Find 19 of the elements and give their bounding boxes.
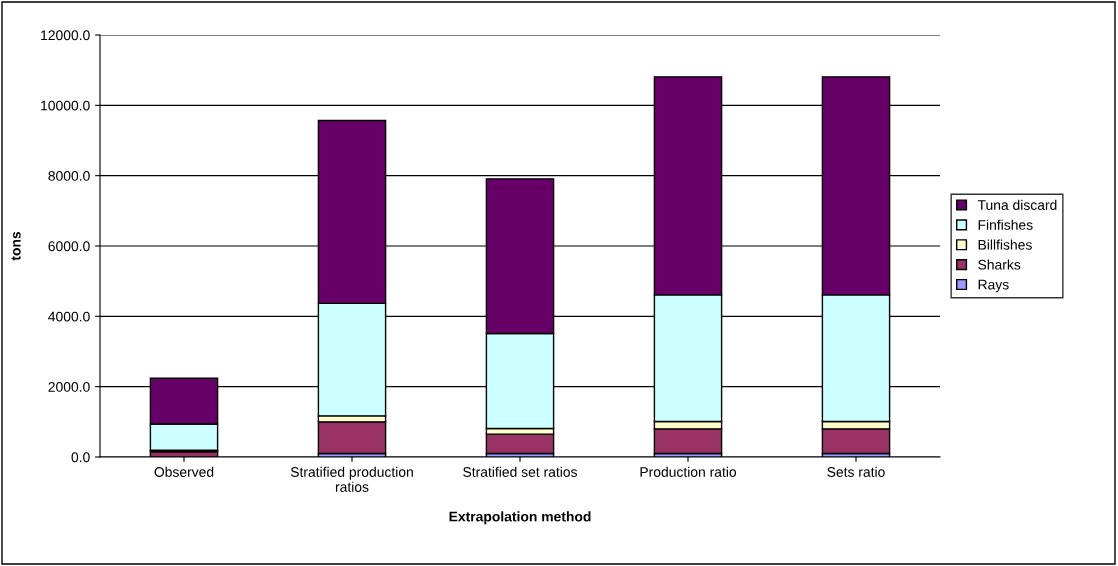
- legend-label: Tuna discard: [977, 199, 1057, 210]
- y-axis-title: tons: [11, 231, 21, 261]
- y-tick-label: 0.0: [71, 452, 90, 463]
- y-tick-label: 4000.0: [48, 311, 90, 322]
- legend-label: Finfishes: [978, 219, 1033, 230]
- x-tick-label: Sets ratio: [827, 466, 885, 477]
- y-tick-label: 12000.0: [41, 30, 90, 41]
- legend-label: Billfishes: [978, 239, 1032, 250]
- y-tick-label: 10000.0: [41, 100, 90, 111]
- x-tick-label: Stratified production ratios: [290, 466, 413, 492]
- y-tick-label: 2000.0: [48, 382, 90, 392]
- y-tick-label: 8000.0: [48, 171, 90, 181]
- legend-label: Sharks: [978, 259, 1021, 270]
- x-tick-label: Observed: [154, 466, 214, 477]
- x-axis-title: Extrapolation method: [449, 511, 591, 525]
- y-tick-label: 6000.0: [48, 241, 90, 252]
- x-tick-label: Stratified set ratios: [463, 466, 578, 477]
- x-tick-label: Production ratio: [640, 466, 737, 477]
- legend-label: Rays: [978, 279, 1009, 293]
